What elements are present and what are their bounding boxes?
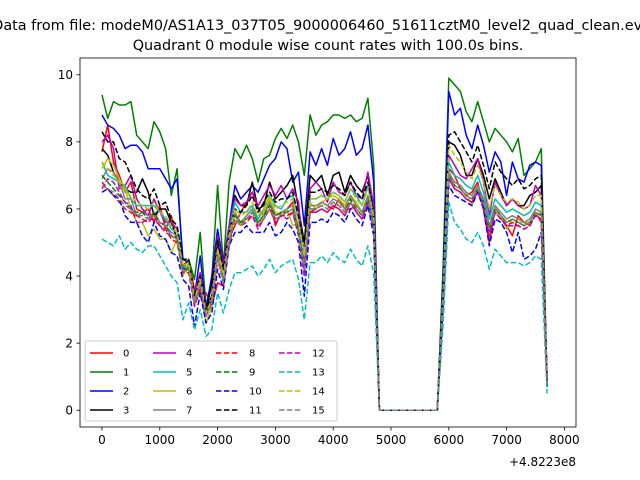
legend-label-6: 6 (186, 387, 192, 398)
x-tick-label: 5000 (376, 433, 407, 447)
legend-label-3: 3 (123, 406, 129, 417)
x-axis-ticks: 0 1000 2000 3000 4000 5000 6000 7000 8000 (98, 427, 580, 447)
series-line-15 (101, 174, 548, 411)
legend-label-4: 4 (186, 349, 192, 360)
series-line-9 (101, 174, 548, 411)
legend-label-1: 1 (123, 368, 129, 379)
series-line-14 (101, 144, 548, 411)
y-tick-label: 8 (65, 135, 73, 149)
legend-label-0: 0 (123, 349, 129, 360)
figure-suptitle: Data from file: modeM0/AS1A13_037T05_900… (0, 18, 640, 34)
y-tick-label: 2 (65, 336, 73, 350)
legend-frame (84, 340, 338, 422)
series-line-4 (101, 134, 548, 411)
series-line-3 (101, 141, 548, 411)
x-offset-label: +4.8223e8 (509, 455, 576, 469)
legend-label-11: 11 (249, 406, 262, 417)
series-lines (101, 77, 548, 411)
series-line-11 (101, 131, 548, 411)
y-tick-label: 4 (65, 269, 73, 283)
x-tick-label: 7000 (491, 433, 522, 447)
y-tick-label: 10 (58, 68, 73, 82)
legend-label-7: 7 (186, 406, 192, 417)
x-tick-label: 1000 (145, 433, 176, 447)
legend-label-10: 10 (249, 387, 262, 398)
series-line-1 (101, 77, 548, 411)
x-tick-label: 2000 (202, 433, 233, 447)
legend-label-9: 9 (249, 368, 255, 379)
legend-label-2: 2 (123, 387, 129, 398)
x-tick-label: 8000 (549, 433, 580, 447)
x-tick-label: 4000 (318, 433, 349, 447)
y-tick-label: 6 (65, 202, 73, 216)
legend-label-8: 8 (249, 349, 255, 360)
series-line-2 (101, 90, 548, 411)
series-line-7 (101, 167, 548, 411)
axes-title: Quadrant 0 module wise count rates with … (133, 38, 524, 54)
series-line-13 (101, 201, 548, 411)
legend-label-14: 14 (312, 387, 325, 398)
legend-label-15: 15 (312, 406, 325, 417)
x-tick-label: 0 (98, 433, 106, 447)
legend-label-5: 5 (186, 368, 192, 379)
x-tick-label: 3000 (260, 433, 291, 447)
legend-label-13: 13 (312, 368, 325, 379)
legend-label-12: 12 (312, 349, 325, 360)
axes-frame (79, 57, 577, 428)
y-axis-ticks: 0 2 4 6 8 10 (58, 68, 80, 418)
x-tick-label: 6000 (434, 433, 465, 447)
y-tick-label: 0 (65, 404, 73, 418)
